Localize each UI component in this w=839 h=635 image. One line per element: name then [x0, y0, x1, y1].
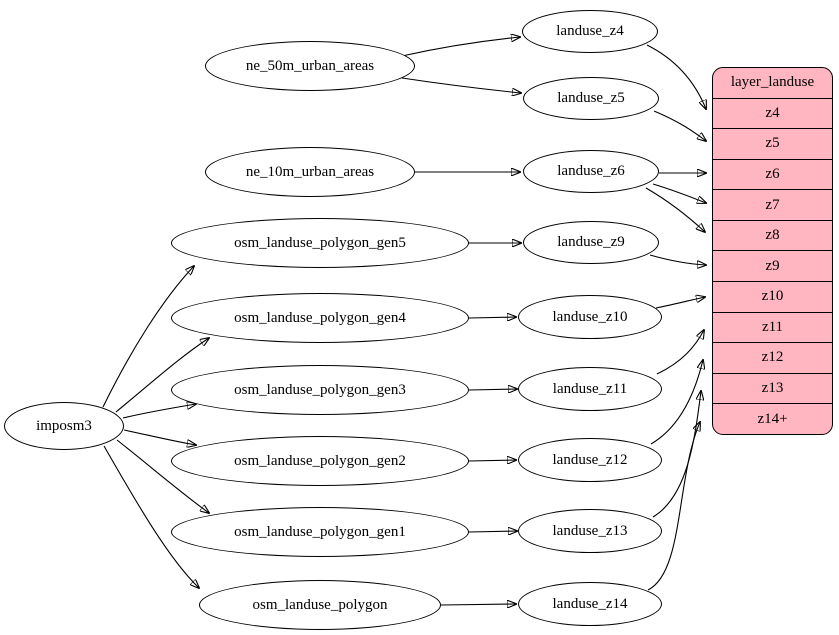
table-row-z12: z12: [713, 342, 832, 373]
node-osm_landuse_polygon: osm_landuse_polygon: [199, 580, 441, 630]
edge-landuse_z10-row_z10: [655, 297, 705, 309]
edge-imposm3-osm_landuse_polygon_gen1: [116, 439, 209, 513]
edge-landuse_z4-row_z4: [646, 44, 706, 109]
node-osm_landuse_polygon_gen1: osm_landuse_polygon_gen1: [171, 507, 469, 557]
node-landuse_z11: landuse_z11: [518, 367, 662, 411]
table-row-z4: z4: [713, 97, 832, 129]
edge-landuse_z5-row_z5: [653, 110, 706, 141]
edge-ne_50m_urban_areas-landuse_z4: [401, 37, 520, 57]
table-row-z7: z7: [713, 189, 832, 220]
edge-landuse_z12-row_z12: [650, 360, 703, 445]
edge-imposm3-osm_landuse_polygon: [103, 445, 199, 588]
table-row-z10: z10: [713, 281, 832, 312]
node-ne_50m_urban_areas: ne_50m_urban_areas: [205, 41, 415, 91]
node-osm_landuse_polygon_gen2: osm_landuse_polygon_gen2: [171, 436, 469, 486]
node-landuse_z9: landuse_z9: [523, 221, 659, 264]
node-landuse_z14: landuse_z14: [518, 582, 662, 626]
table-row-z14plus: z14+: [713, 403, 832, 434]
edge-landuse_z11-row_z11: [656, 330, 704, 375]
node-osm_landuse_polygon_gen5: osm_landuse_polygon_gen5: [171, 218, 469, 268]
node-imposm3: imposm3: [4, 402, 124, 450]
edge-imposm3-osm_landuse_polygon_gen2: [123, 429, 196, 445]
node-landuse_z6: landuse_z6: [523, 150, 659, 193]
table-header-layer_landuse: layer_landuse: [730, 74, 815, 91]
edge-imposm3-osm_landuse_polygon_gen3: [122, 404, 196, 419]
edge-osm_landuse_polygon_gen3-landuse_z11: [468, 389, 517, 390]
table-row-z8: z8: [713, 219, 832, 251]
table-row-z11: z11: [713, 311, 832, 343]
node-landuse_z12: landuse_z12: [518, 438, 662, 482]
table-row-z6: z6: [713, 158, 832, 190]
layer-landuse-table: layer_landuse z4 z5 z6 z7 z8 z9 z10 z11 …: [712, 67, 833, 435]
edge-osm_landuse_polygon_gen4-landuse_z10: [468, 317, 516, 318]
edge-landuse_z14-row_z14plus: [647, 422, 700, 591]
edge-ne_50m_urban_areas-landuse_z5: [401, 77, 521, 93]
node-landuse_z13: landuse_z13: [518, 509, 662, 553]
edge-landuse_z6-row_z8: [645, 187, 705, 232]
node-landuse_z4: landuse_z4: [522, 10, 658, 53]
table-row-z9: z9: [713, 250, 832, 281]
edge-osm_landuse_polygon_gen2-landuse_z12: [468, 460, 516, 461]
edge-osm_landuse_polygon_gen1-landuse_z13: [468, 531, 517, 532]
edge-imposm3-osm_landuse_polygon_gen5: [102, 266, 194, 408]
edge-landuse_z9-row_z9: [649, 254, 706, 265]
edge-landuse_z13-row_z13: [652, 391, 701, 518]
node-osm_landuse_polygon_gen4: osm_landuse_polygon_gen4: [171, 293, 469, 343]
node-osm_landuse_polygon_gen3: osm_landuse_polygon_gen3: [171, 365, 469, 415]
edge-imposm3-osm_landuse_polygon_gen4: [115, 338, 209, 413]
table-row-z5: z5: [713, 128, 832, 159]
edge-landuse_z6-row_z7: [652, 183, 706, 203]
node-landuse_z10: landuse_z10: [518, 295, 662, 339]
node-ne_10m_urban_areas: ne_10m_urban_areas: [205, 147, 415, 197]
edge-osm_landuse_polygon-landuse_z14: [440, 604, 516, 605]
node-landuse_z5: landuse_z5: [523, 77, 659, 120]
table-row-z13: z13: [713, 372, 832, 404]
